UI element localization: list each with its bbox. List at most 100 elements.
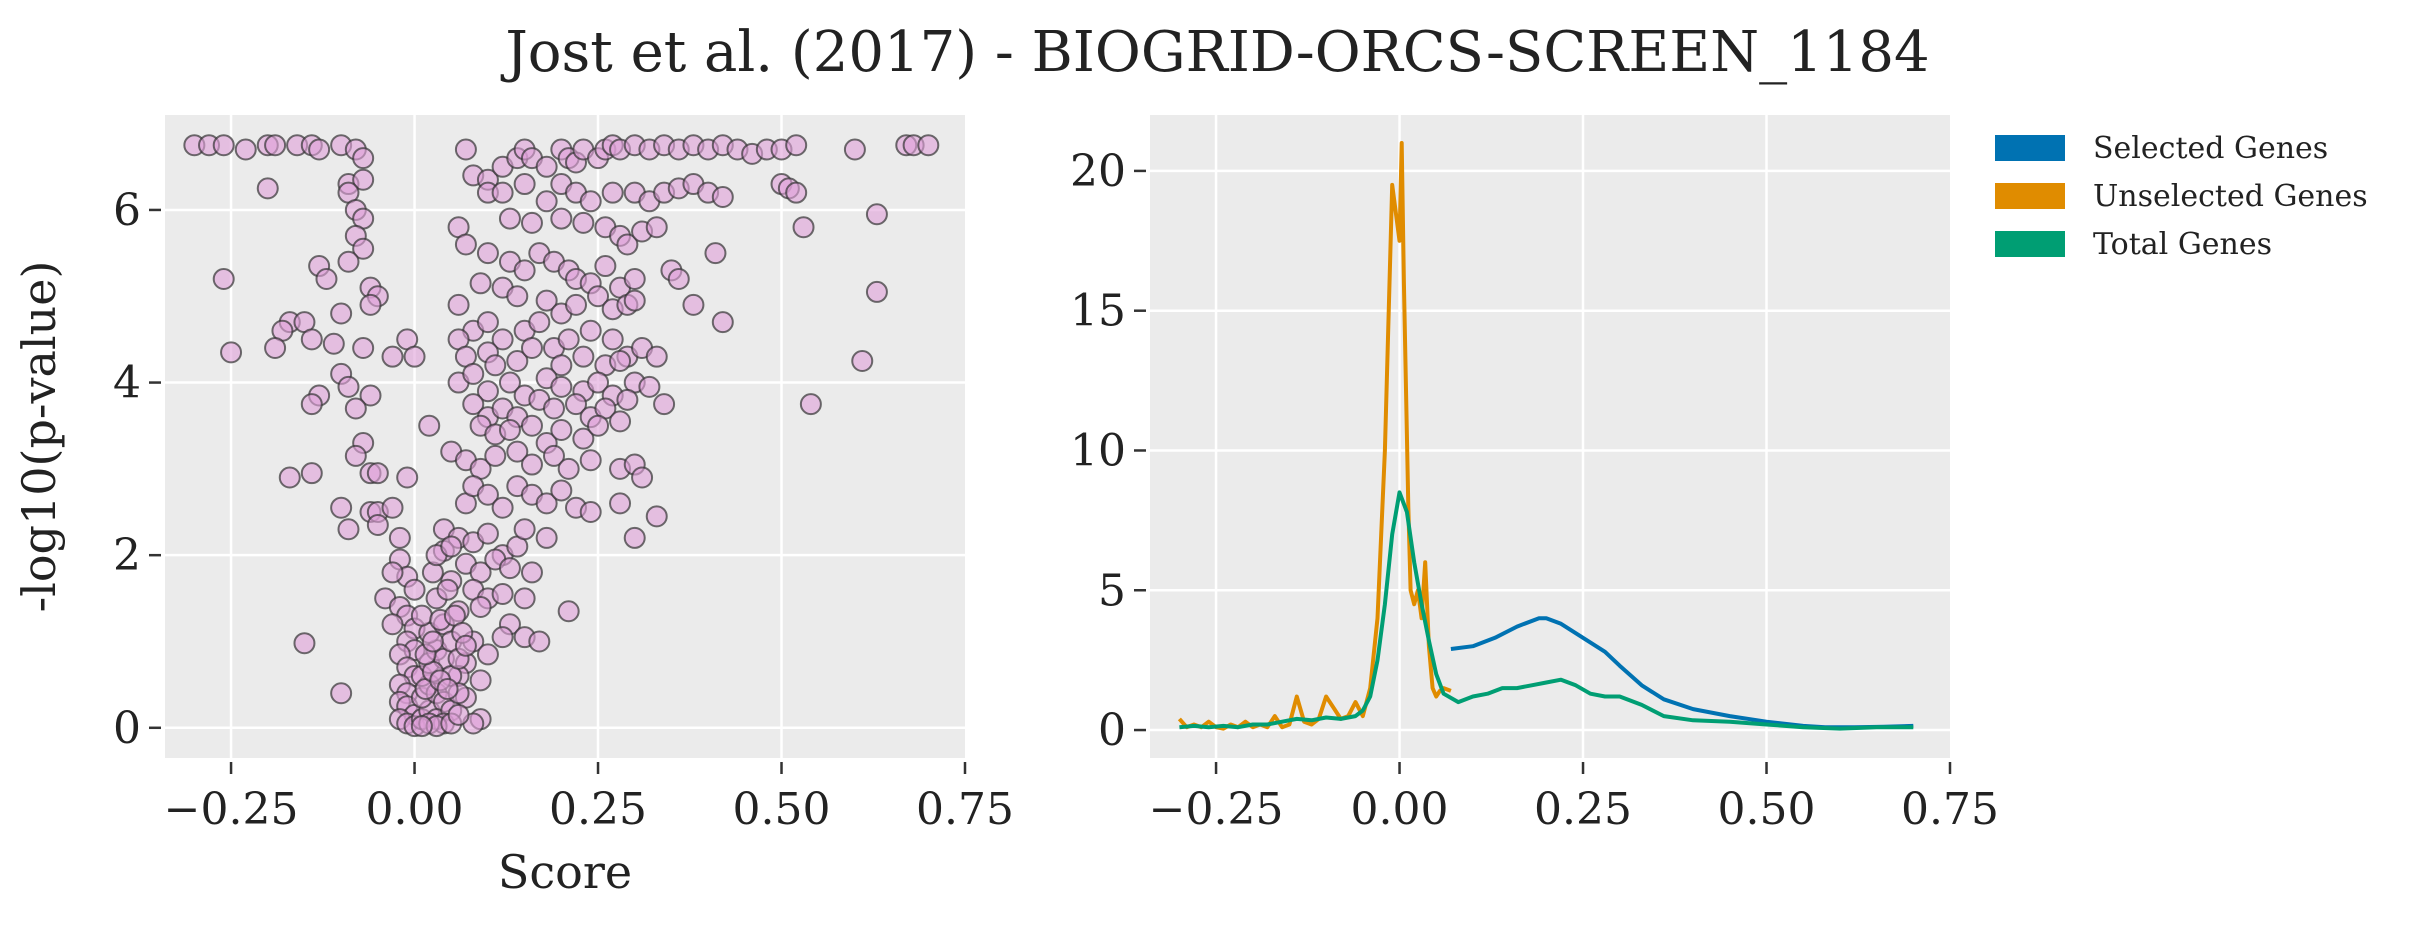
density-ytick-label: 15 [1070, 286, 1126, 337]
scatter-point [322, 332, 345, 355]
scatter-point [579, 190, 602, 213]
scatter-point [535, 526, 558, 549]
scatter-point [520, 561, 543, 584]
scatter-point [484, 444, 507, 467]
figure-title: Jost et al. (2017) - BIOGRID-ORCS-SCREEN… [505, 20, 1930, 85]
scatter-point [865, 203, 888, 226]
scatter-point [609, 492, 632, 515]
scatter-point [851, 349, 874, 372]
scatter-point [550, 479, 573, 502]
scatter-point [572, 211, 595, 234]
scatter-point [418, 414, 441, 437]
scatter-point [616, 388, 639, 411]
scatter-ytick-label: 2 [113, 530, 141, 581]
scatter-point [491, 496, 514, 519]
scatter-point [557, 328, 580, 351]
scatter-point [352, 147, 375, 170]
scatter-point [579, 449, 602, 472]
scatter-point [447, 703, 470, 726]
scatter-point [476, 643, 499, 666]
scatter-point [843, 138, 866, 161]
scatter-point [535, 155, 558, 178]
scatter-xtick-label: 0.25 [549, 784, 647, 835]
legend-item: Total Genes [1995, 220, 2368, 268]
scatter-point [645, 345, 668, 368]
scatter-ytick-label: 6 [113, 185, 141, 236]
scatter-point [506, 349, 529, 372]
scatter-point [550, 354, 573, 377]
legend-swatch [1995, 135, 2065, 161]
scatter-point [491, 626, 514, 649]
scatter-point [300, 462, 323, 485]
scatter-point [352, 168, 375, 191]
scatter-point [491, 181, 514, 204]
scatter-point [667, 267, 690, 290]
scatter-point [506, 440, 529, 463]
scatter-point [616, 233, 639, 256]
scatter-point [462, 362, 485, 385]
scatter-point [344, 444, 367, 467]
scatter-point [308, 138, 331, 161]
legend-label: Total Genes [2093, 226, 2273, 262]
scatter-point [792, 216, 815, 239]
scatter-point [565, 293, 588, 316]
scatter-point [682, 293, 705, 316]
scatter-point [542, 444, 565, 467]
scatter-point [476, 483, 499, 506]
scatter-xtick-label: 0.75 [916, 784, 1014, 835]
scatter-point [535, 190, 558, 213]
scatter-ytick-label: 4 [113, 358, 141, 409]
scatter-point [381, 496, 404, 519]
density-ytick-label: 10 [1070, 425, 1126, 476]
scatter-point [454, 233, 477, 256]
scatter-point [421, 630, 444, 653]
scatter-point [550, 207, 573, 230]
scatter-point [410, 604, 433, 627]
scatter-point [234, 138, 257, 161]
scatter-point [587, 414, 610, 437]
scatter-point [498, 371, 521, 394]
scatter-point [653, 393, 676, 416]
scatter-point [799, 393, 822, 416]
legend-swatch [1995, 183, 2065, 209]
scatter-point [454, 138, 477, 161]
scatter-point [528, 311, 551, 334]
scatter-point [315, 267, 338, 290]
scatter-point [579, 501, 602, 524]
scatter-point [469, 272, 492, 295]
scatter-point [645, 505, 668, 528]
scatter-point [623, 526, 646, 549]
scatter-point [528, 630, 551, 653]
scatter-point [359, 384, 382, 407]
scatter-point [557, 457, 580, 480]
scatter-point [631, 466, 654, 489]
scatter-point [587, 285, 610, 308]
scatter-point [366, 462, 389, 485]
scatter-point [220, 341, 243, 364]
scatter-point [278, 466, 301, 489]
density-ytick-label: 20 [1070, 146, 1126, 197]
scatter-point [330, 682, 353, 705]
scatter-point [535, 492, 558, 515]
scatter-point [330, 496, 353, 519]
scatter-point [381, 345, 404, 368]
scatter-point [491, 328, 514, 351]
legend-item: Unselected Genes [1995, 172, 2368, 220]
scatter-point [359, 293, 382, 316]
scatter-point [711, 185, 734, 208]
legend-label: Selected Genes [2093, 130, 2329, 166]
density-xtick-label: −0.25 [1149, 784, 1284, 835]
legend-item: Selected Genes [1995, 124, 2368, 172]
scatter-point [366, 513, 389, 536]
legend-label: Unselected Genes [2093, 178, 2368, 214]
scatter-ylabel: -log10(p-value) [12, 261, 66, 613]
scatter-point [711, 311, 734, 334]
scatter-point [484, 354, 507, 377]
scatter-point [638, 375, 661, 398]
scatter-point [293, 632, 316, 655]
legend-swatch [1995, 231, 2065, 257]
scatter-point [337, 250, 360, 273]
scatter-point [572, 345, 595, 368]
scatter-point [579, 319, 602, 342]
